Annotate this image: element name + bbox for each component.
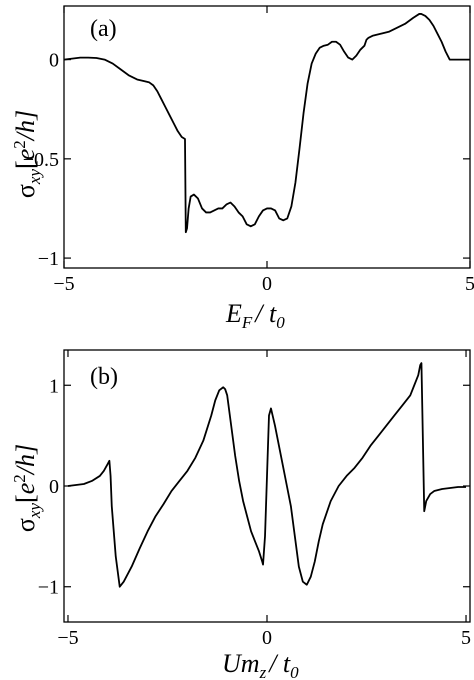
x-tick-label: 0 (262, 627, 272, 649)
x-tick-label: 5 (465, 273, 474, 295)
y-tick-label: −1 (38, 248, 59, 270)
panel-b: −5 0 510−1 (b) Umz / t0 σxy[e2/h] (10, 349, 471, 680)
panel-a-y-axis-label: σxy[e2/h] (10, 110, 44, 198)
panel-a-series-line (63, 13, 470, 234)
panel-b-x-axis-label: Umz / t0 (222, 649, 299, 680)
panel-b-series-line (67, 362, 467, 588)
panel-b-tick-labels: −5 0 510−1 (38, 375, 471, 649)
panel-a-frame (63, 5, 471, 269)
panel-a: −5 0 5 0 −0.5 −1 (a) EF / t0 σxy[e2/h] (10, 5, 474, 332)
y-tick-label: −1 (38, 577, 59, 599)
y-tick-label: 0 (49, 476, 59, 498)
panel-b-y-axis-label: σxy[e2/h] (10, 444, 44, 532)
panel-a-label: (a) (90, 16, 117, 42)
x-tick-label: 5 (461, 627, 471, 649)
panel-a-x-axis-label: EF / t0 (225, 299, 285, 332)
panel-b-label: (b) (90, 364, 118, 390)
x-tick-label: −5 (57, 627, 78, 649)
panel-b-ticks (64, 350, 470, 622)
panel-a-tick-labels: −5 0 5 0 −0.5 −1 (23, 50, 474, 295)
y-tick-label: 1 (49, 375, 59, 397)
y-tick-label: 0 (49, 50, 59, 72)
panel-a-ticks (63, 6, 471, 268)
x-tick-label: −5 (53, 273, 74, 295)
y-tick-label: −0.5 (23, 149, 59, 171)
x-tick-label: 0 (262, 273, 272, 295)
